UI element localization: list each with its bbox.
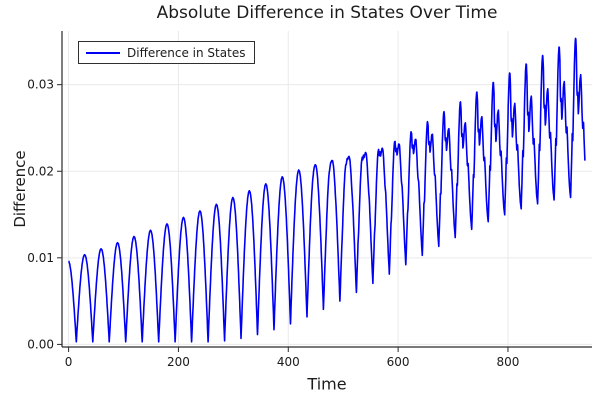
y-tick-label: 0.02 <box>27 164 54 178</box>
y-tick-label: 0.01 <box>27 251 54 265</box>
x-tick-label: 400 <box>277 355 300 369</box>
y-tick-label: 0.00 <box>27 337 54 351</box>
x-tick-label: 0 <box>65 355 73 369</box>
chart-title: Absolute Difference in States Over Time <box>156 3 498 23</box>
x-tick-label: 600 <box>387 355 410 369</box>
x-axis-label: Time <box>307 374 347 394</box>
series-line-difference-in-states <box>68 37 586 343</box>
legend-line-swatch <box>86 51 120 54</box>
x-tick-label: 200 <box>167 355 190 369</box>
legend: Difference in States <box>78 41 256 64</box>
y-axis-label: Difference <box>11 150 29 228</box>
x-tick-label: 800 <box>497 355 520 369</box>
y-tick-label: 0.03 <box>27 78 54 92</box>
legend-label: Difference in States <box>127 45 246 60</box>
